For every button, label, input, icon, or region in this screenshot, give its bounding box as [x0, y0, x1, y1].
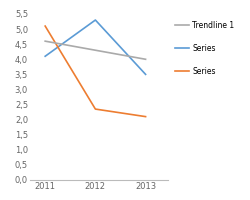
Trendline 1	[44, 40, 46, 42]
Trendline 1	[63, 43, 66, 46]
Line: Series: Series	[45, 20, 145, 74]
Trendline 1	[103, 51, 106, 53]
Trendline 1	[136, 57, 138, 59]
Series	[44, 25, 46, 27]
Series	[94, 108, 96, 110]
Trendline 1	[144, 58, 146, 60]
Trendline 1	[138, 57, 141, 60]
Series	[144, 73, 146, 76]
Trendline 1	[67, 44, 70, 47]
Line: Series: Series	[45, 26, 145, 117]
Series	[44, 55, 46, 57]
Legend: Trendline 1, Series, Series: Trendline 1, Series, Series	[174, 21, 234, 76]
Trendline 1	[95, 49, 98, 52]
Line: Trendline 1: Trendline 1	[45, 41, 145, 59]
Series	[94, 19, 96, 21]
Series	[144, 115, 146, 118]
